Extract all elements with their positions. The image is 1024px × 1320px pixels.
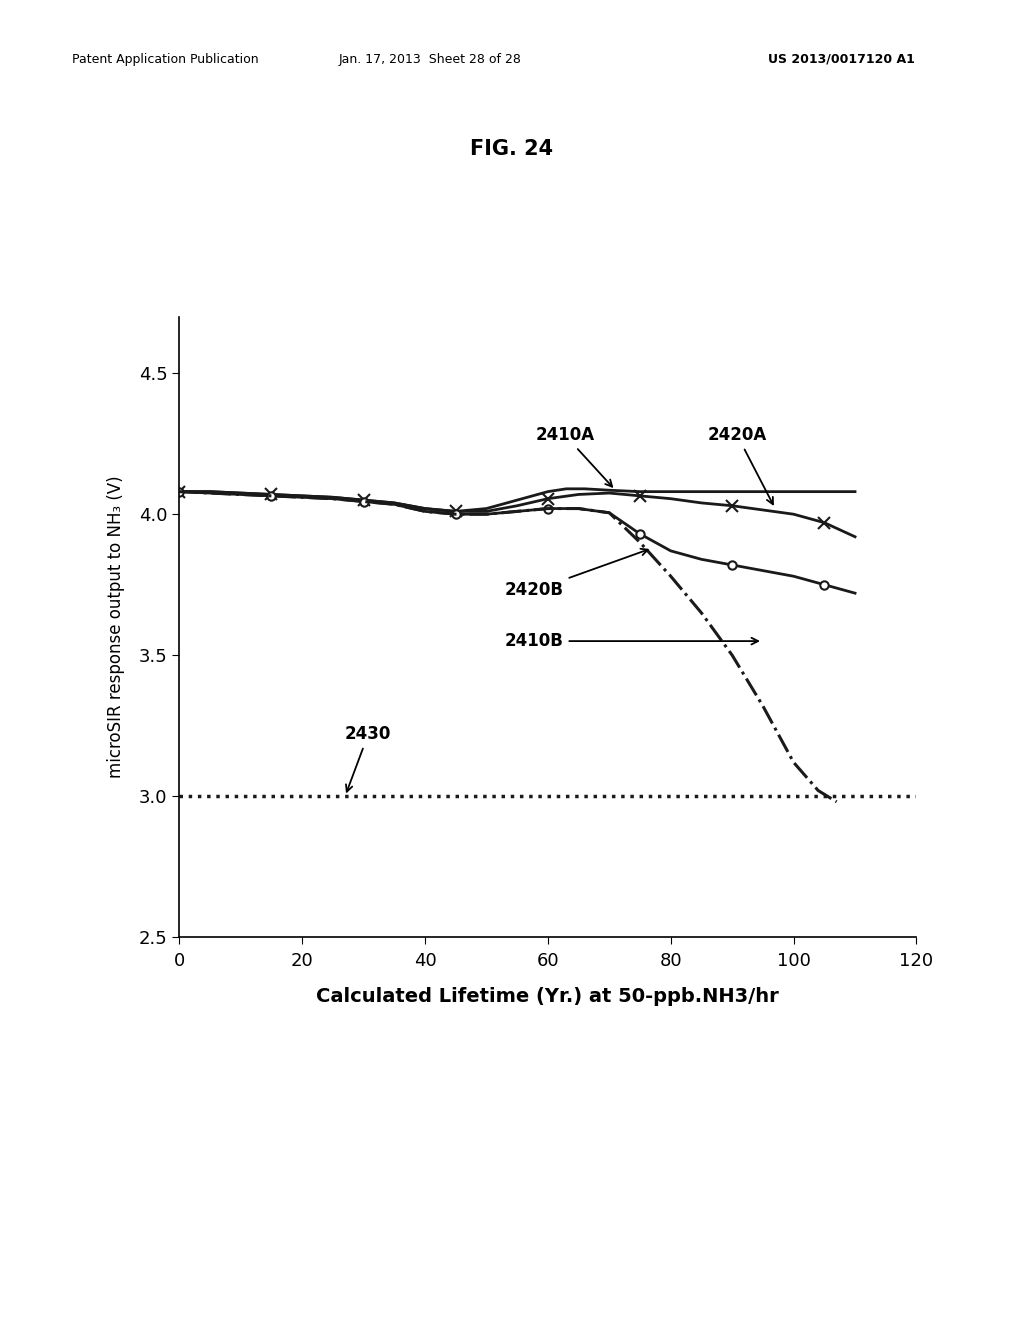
Text: 2410A: 2410A [536,426,612,487]
Y-axis label: microSIR response output to NH₃ (V): microSIR response output to NH₃ (V) [106,475,125,779]
Text: Patent Application Publication: Patent Application Publication [72,53,258,66]
Text: FIG. 24: FIG. 24 [470,139,554,158]
Text: Jan. 17, 2013  Sheet 28 of 28: Jan. 17, 2013 Sheet 28 of 28 [339,53,521,66]
Text: 2430: 2430 [345,725,391,792]
Text: 2420B: 2420B [505,549,648,599]
X-axis label: Calculated Lifetime (Yr.) at 50-ppb.NH3/hr: Calculated Lifetime (Yr.) at 50-ppb.NH3/… [316,987,779,1006]
Text: 2410B: 2410B [505,632,758,649]
Text: 2420A: 2420A [708,426,773,504]
Text: US 2013/0017120 A1: US 2013/0017120 A1 [768,53,914,66]
